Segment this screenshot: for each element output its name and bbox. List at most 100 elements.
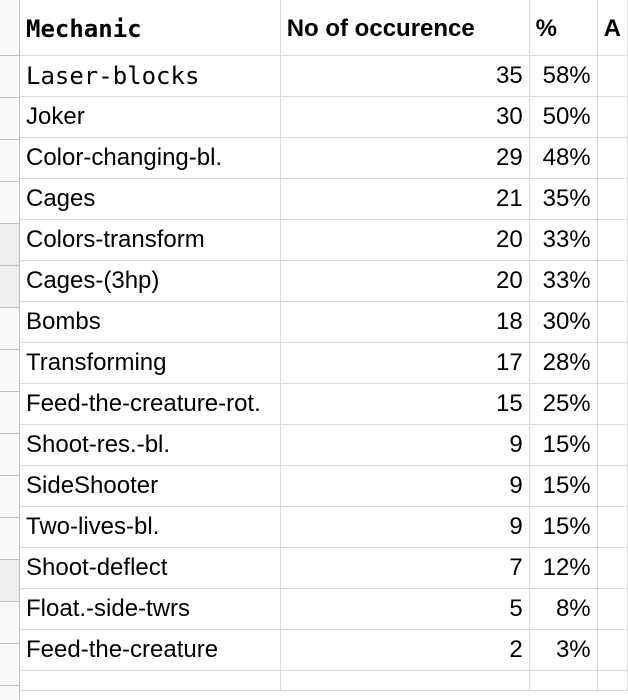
count-cell[interactable]: 17 <box>280 342 530 384</box>
count-cell[interactable]: 9 <box>280 465 530 507</box>
table-row: Bombs 18 30% <box>20 301 628 343</box>
row-header[interactable] <box>0 476 19 518</box>
table-row: Cages 21 35% <box>20 178 628 220</box>
count-cell[interactable]: 18 <box>280 301 530 343</box>
table-row: Feed-the-creature-rot. 15 25% <box>20 383 628 425</box>
row-header[interactable] <box>0 434 19 476</box>
empty-cell[interactable] <box>597 137 628 179</box>
percent-cell[interactable]: 30% <box>529 301 598 343</box>
row-header[interactable] <box>0 266 19 308</box>
mechanic-cell[interactable]: Laser-blocks <box>20 55 281 97</box>
empty-cell[interactable] <box>597 219 628 261</box>
empty-cell[interactable] <box>529 670 598 691</box>
header-row: Mechanic No of occurence % A <box>20 0 628 56</box>
mechanic-cell[interactable]: Float.-side-twrs <box>20 588 281 630</box>
empty-cell[interactable] <box>597 506 628 548</box>
extra-column-header[interactable]: A <box>597 0 628 56</box>
table-row: Shoot-res.-bl. 9 15% <box>20 424 628 466</box>
mechanic-cell[interactable]: Feed-the-creature <box>20 629 281 671</box>
percent-cell[interactable]: 48% <box>529 137 598 179</box>
table-row: Joker 30 50% <box>20 96 628 138</box>
table-row <box>20 670 628 691</box>
row-header[interactable] <box>0 560 19 602</box>
mechanic-cell[interactable]: Bombs <box>20 301 281 343</box>
row-header[interactable] <box>0 140 19 182</box>
mechanic-cell[interactable]: Cages-(3hp) <box>20 260 281 302</box>
percent-cell[interactable]: 15% <box>529 465 598 507</box>
row-header[interactable] <box>0 308 19 350</box>
table-row: Feed-the-creature 2 3% <box>20 629 628 671</box>
row-header[interactable] <box>0 224 19 266</box>
empty-cell[interactable] <box>597 670 628 691</box>
empty-cell[interactable] <box>597 629 628 671</box>
count-cell[interactable]: 29 <box>280 137 530 179</box>
table-row: Shoot-deflect 7 12% <box>20 547 628 589</box>
count-cell[interactable]: 35 <box>280 55 530 97</box>
empty-cell[interactable] <box>597 588 628 630</box>
empty-cell[interactable] <box>597 260 628 302</box>
count-cell[interactable]: 21 <box>280 178 530 220</box>
empty-cell[interactable] <box>597 465 628 507</box>
percent-cell[interactable]: 58% <box>529 55 598 97</box>
percent-cell[interactable]: 28% <box>529 342 598 384</box>
mechanic-cell[interactable]: Cages <box>20 178 281 220</box>
empty-cell[interactable] <box>597 96 628 138</box>
percent-cell[interactable]: 8% <box>529 588 598 630</box>
mechanic-cell[interactable]: Two-lives-bl. <box>20 506 281 548</box>
row-header[interactable] <box>0 392 19 434</box>
count-cell[interactable]: 9 <box>280 506 530 548</box>
table-row: Color-changing-bl. 29 48% <box>20 137 628 179</box>
mechanic-cell[interactable]: SideShooter <box>20 465 281 507</box>
count-cell[interactable]: 7 <box>280 547 530 589</box>
table-row: Two-lives-bl. 9 15% <box>20 506 628 548</box>
row-header[interactable] <box>0 56 19 98</box>
mechanic-cell[interactable]: Colors-transform <box>20 219 281 261</box>
empty-cell[interactable] <box>280 670 530 691</box>
row-header[interactable] <box>0 182 19 224</box>
empty-cell[interactable] <box>597 424 628 466</box>
percent-cell[interactable]: 33% <box>529 219 598 261</box>
mechanic-cell[interactable]: Transforming <box>20 342 281 384</box>
mechanic-cell[interactable]: Shoot-deflect <box>20 547 281 589</box>
empty-cell[interactable] <box>597 301 628 343</box>
row-header[interactable] <box>0 518 19 560</box>
empty-cell[interactable] <box>597 342 628 384</box>
mechanic-cell[interactable]: Color-changing-bl. <box>20 137 281 179</box>
percent-cell[interactable]: 35% <box>529 178 598 220</box>
percent-cell[interactable]: 12% <box>529 547 598 589</box>
row-header[interactable] <box>0 602 19 644</box>
percent-cell[interactable]: 33% <box>529 260 598 302</box>
table-row: Colors-transform 20 33% <box>20 219 628 261</box>
percent-cell[interactable]: 50% <box>529 96 598 138</box>
empty-cell[interactable] <box>597 178 628 220</box>
row-header[interactable] <box>0 350 19 392</box>
percent-cell[interactable]: 15% <box>529 424 598 466</box>
count-cell[interactable]: 5 <box>280 588 530 630</box>
count-cell[interactable]: 2 <box>280 629 530 671</box>
empty-cell[interactable] <box>597 383 628 425</box>
table-row: Laser-blocks 35 58% <box>20 55 628 97</box>
count-cell[interactable]: 30 <box>280 96 530 138</box>
percent-cell[interactable]: 25% <box>529 383 598 425</box>
mechanic-cell[interactable]: Joker <box>20 96 281 138</box>
row-header[interactable] <box>0 98 19 140</box>
empty-cell[interactable] <box>597 547 628 589</box>
count-column-header[interactable]: No of occurence <box>280 0 530 56</box>
row-header[interactable] <box>0 644 19 686</box>
table-row: SideShooter 9 15% <box>20 465 628 507</box>
percent-column-header[interactable]: % <box>529 0 598 56</box>
percent-cell[interactable]: 15% <box>529 506 598 548</box>
count-cell[interactable]: 20 <box>280 260 530 302</box>
empty-cell[interactable] <box>597 55 628 97</box>
mechanic-cell[interactable]: Feed-the-creature-rot. <box>20 383 281 425</box>
count-cell[interactable]: 15 <box>280 383 530 425</box>
percent-cell[interactable]: 3% <box>529 629 598 671</box>
row-header[interactable] <box>0 0 19 56</box>
table-row: Float.-side-twrs 5 8% <box>20 588 628 630</box>
count-cell[interactable]: 20 <box>280 219 530 261</box>
mechanic-column-header[interactable]: Mechanic <box>20 0 281 56</box>
count-cell[interactable]: 9 <box>280 424 530 466</box>
empty-cell[interactable] <box>20 670 281 691</box>
mechanic-cell[interactable]: Shoot-res.-bl. <box>20 424 281 466</box>
